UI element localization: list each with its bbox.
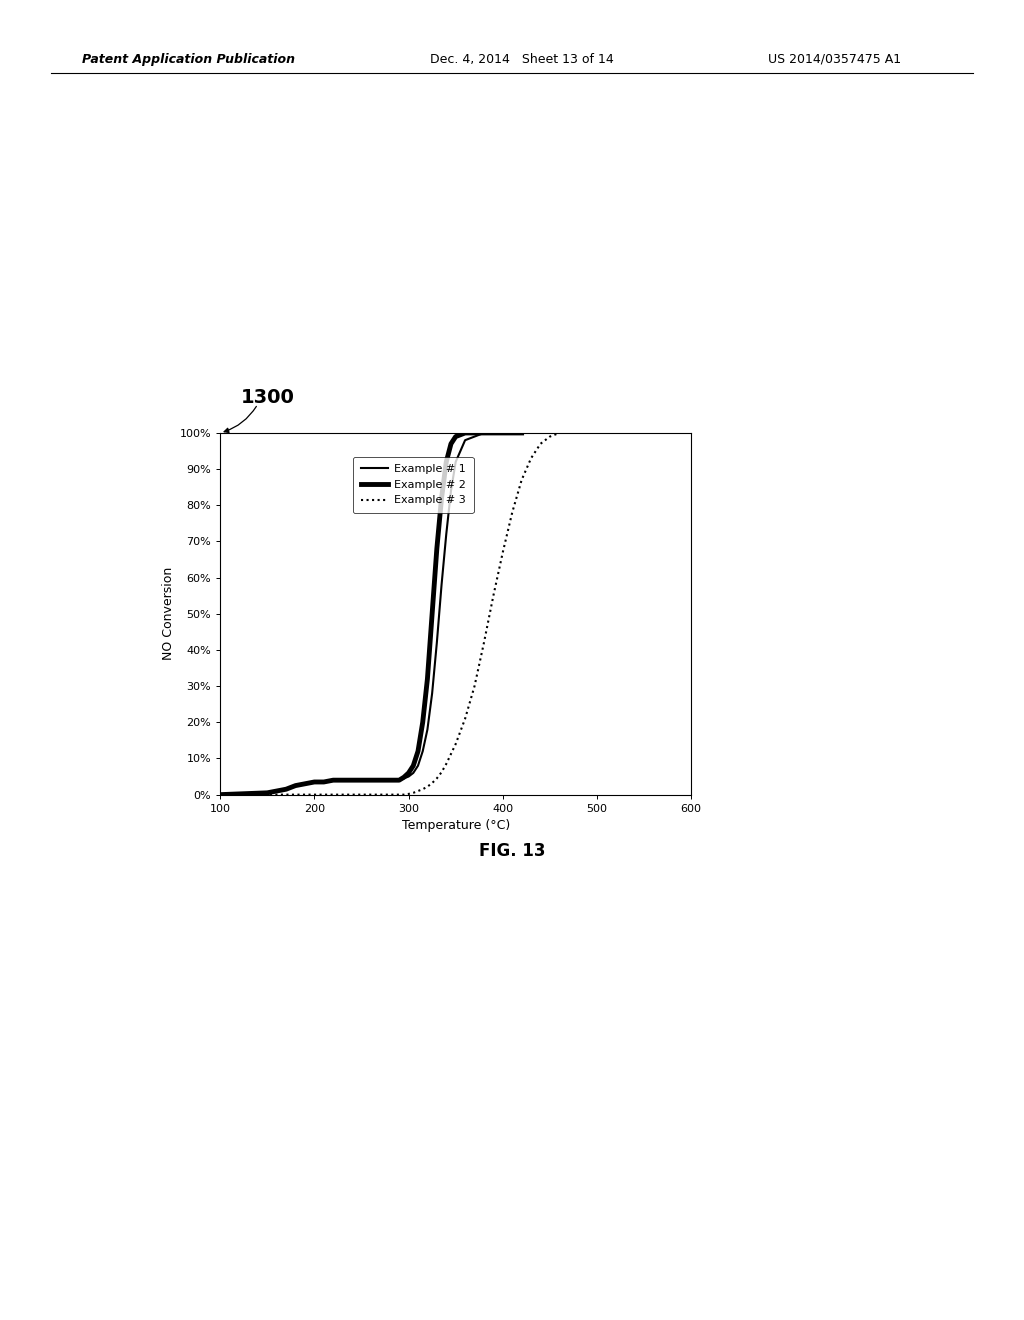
Line: Example # 3: Example # 3 — [220, 433, 691, 795]
Example # 3 — [435, 764, 447, 780]
Example # 3 — [685, 425, 697, 441]
Example # 2 — [487, 425, 500, 441]
Example # 2 — [214, 787, 226, 803]
Example # 2 — [393, 772, 406, 788]
Example # 2 — [374, 772, 386, 788]
Example # 1 — [431, 635, 443, 651]
Example # 1 — [299, 776, 311, 792]
Example # 2 — [468, 425, 480, 441]
Example # 2 — [317, 774, 330, 789]
Example # 2 — [290, 777, 302, 793]
Y-axis label: NO Conversion: NO Conversion — [163, 568, 175, 660]
Example # 2 — [280, 781, 292, 797]
Example # 1 — [412, 758, 424, 774]
Example # 3 — [656, 425, 669, 441]
Example # 2 — [337, 772, 349, 788]
Example # 1 — [346, 772, 358, 788]
Line: Example # 1: Example # 1 — [220, 433, 521, 795]
Example # 3 — [214, 787, 226, 803]
Example # 1 — [478, 425, 490, 441]
Example # 1 — [270, 783, 283, 799]
Example # 2 — [431, 541, 443, 557]
Example # 1 — [515, 425, 527, 441]
Example # 1 — [337, 772, 349, 788]
Example # 1 — [444, 483, 457, 499]
Example # 3 — [290, 787, 302, 803]
Example # 2 — [384, 772, 396, 788]
Example # 1 — [417, 743, 429, 759]
Example # 1 — [402, 768, 415, 784]
Example # 1 — [468, 429, 480, 445]
Example # 1 — [327, 772, 339, 788]
Example # 1 — [280, 781, 292, 797]
Example # 2 — [435, 490, 447, 506]
Example # 1 — [408, 766, 420, 781]
Example # 1 — [397, 771, 410, 787]
Example # 2 — [299, 776, 311, 792]
Example # 2 — [261, 785, 273, 801]
Example # 2 — [497, 425, 509, 441]
Legend: Example # 1, Example # 2, Example # 3: Example # 1, Example # 2, Example # 3 — [353, 457, 474, 513]
Example # 2 — [308, 774, 321, 789]
Example # 3 — [553, 425, 565, 441]
Example # 2 — [426, 606, 438, 622]
Example # 3 — [497, 544, 509, 560]
Example # 2 — [270, 783, 283, 799]
Example # 1 — [426, 685, 438, 701]
Example # 2 — [355, 772, 368, 788]
Text: US 2014/0357475 A1: US 2014/0357475 A1 — [768, 53, 901, 66]
Text: 1300: 1300 — [241, 388, 295, 407]
Example # 1 — [261, 785, 273, 801]
Example # 3 — [408, 785, 420, 801]
Example # 3 — [515, 473, 527, 488]
Text: Dec. 4, 2014   Sheet 13 of 14: Dec. 4, 2014 Sheet 13 of 14 — [430, 53, 613, 66]
Example # 1 — [393, 772, 406, 788]
Example # 1 — [450, 454, 462, 470]
Example # 2 — [346, 772, 358, 788]
Example # 1 — [365, 772, 377, 788]
Example # 1 — [308, 774, 321, 789]
Example # 1 — [421, 722, 433, 738]
Example # 1 — [374, 772, 386, 788]
Example # 1 — [435, 577, 447, 593]
Example # 2 — [417, 714, 429, 730]
Example # 1 — [506, 425, 518, 441]
Example # 2 — [402, 766, 415, 781]
Example # 2 — [444, 436, 457, 451]
Example # 1 — [317, 774, 330, 789]
Example # 2 — [408, 758, 420, 774]
Example # 2 — [515, 425, 527, 441]
Example # 2 — [459, 425, 471, 441]
Example # 1 — [214, 787, 226, 803]
Line: Example # 2: Example # 2 — [220, 433, 521, 795]
Example # 2 — [327, 772, 339, 788]
Example # 2 — [421, 671, 433, 686]
Example # 2 — [397, 770, 410, 785]
Example # 2 — [478, 425, 490, 441]
Example # 1 — [459, 432, 471, 447]
Text: FIG. 13: FIG. 13 — [479, 842, 545, 861]
Example # 2 — [440, 454, 453, 470]
Example # 1 — [355, 772, 368, 788]
Example # 2 — [365, 772, 377, 788]
Example # 2 — [506, 425, 518, 441]
Example # 1 — [497, 425, 509, 441]
Text: Patent Application Publication: Patent Application Publication — [82, 53, 295, 66]
Example # 1 — [440, 527, 453, 543]
Example # 1 — [487, 425, 500, 441]
Example # 2 — [412, 743, 424, 759]
Example # 2 — [450, 429, 462, 445]
Example # 1 — [290, 777, 302, 793]
X-axis label: Temperature (°C): Temperature (°C) — [401, 820, 510, 832]
Example # 1 — [384, 772, 396, 788]
